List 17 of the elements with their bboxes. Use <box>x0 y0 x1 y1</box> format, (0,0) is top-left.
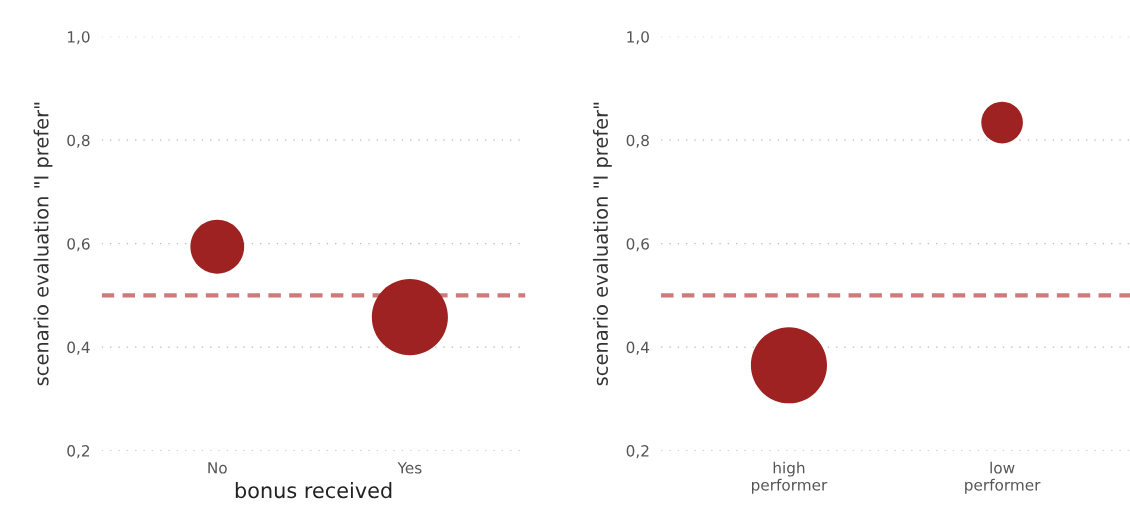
y-tick-label: 0,4 <box>626 341 650 355</box>
x-tick-label: No <box>208 462 227 474</box>
y-tick-label: 0,2 <box>626 445 649 459</box>
y-tick-label: 1,0 <box>67 31 90 45</box>
y-tick-label: 0,8 <box>626 134 649 148</box>
x-tick-label: low performer <box>965 461 1041 494</box>
x-tick-label: Yes <box>397 462 422 474</box>
y-axis-title: scenario evaluation "I prefer" <box>33 102 53 386</box>
x-tick-label: high performer <box>751 461 828 494</box>
y-tick-label: 0,6 <box>67 238 90 252</box>
y-axis-title: scenario evaluation "I prefer" <box>592 102 612 386</box>
y-tick-label: 0,8 <box>67 134 90 148</box>
y-tick-label: 0,6 <box>626 238 649 252</box>
y-tick-label: 0,2 <box>67 445 90 459</box>
y-tick-label: 1,0 <box>627 31 649 45</box>
x-axis-title: bonus received <box>235 482 392 499</box>
y-tick-label: 0,4 <box>67 341 90 355</box>
